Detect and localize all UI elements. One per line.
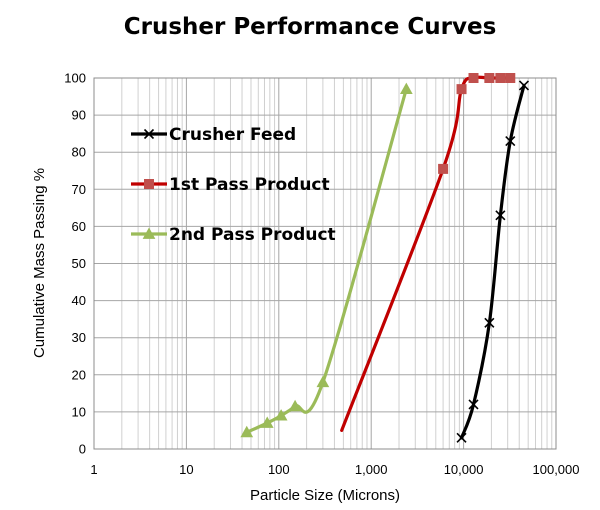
y-axis-label: Cumulative Mass Passing %: [31, 168, 48, 358]
y-tick-label: 30: [72, 330, 86, 345]
data-point: [484, 73, 495, 83]
data-point: [468, 399, 479, 410]
data-point: [438, 163, 449, 174]
legend-item: Crusher Feed: [131, 125, 296, 145]
data-point: [495, 210, 506, 221]
y-axis: 0 10 20 30 40 50 60 70 80 90 100: [64, 71, 86, 457]
series-line: [459, 83, 526, 440]
data-point: [240, 425, 254, 438]
legend-marker: [142, 227, 156, 239]
legend-label: 1st Pass Product: [169, 175, 330, 195]
y-tick-label: 40: [72, 293, 86, 308]
legend-item: 2nd Pass Product: [131, 225, 336, 245]
legend-item: 1st Pass Product: [131, 175, 330, 195]
x-axis: 1 10 100 1,000 10,000 100,000: [90, 462, 579, 477]
x-tick-label: 10: [179, 462, 193, 477]
data-point: [484, 317, 495, 328]
data-point: [288, 399, 302, 412]
x-tick-label: 10,000: [444, 462, 484, 477]
data-point: [316, 375, 330, 388]
y-tick-label: 20: [72, 367, 86, 382]
data-point: [456, 432, 467, 443]
data-point: [399, 82, 413, 95]
y-tick-label: 70: [72, 182, 86, 197]
y-tick-label: 10: [72, 404, 86, 419]
series-group: [240, 73, 530, 443]
data-point: [505, 73, 516, 83]
grid: [94, 78, 556, 449]
y-tick-label: 60: [72, 219, 86, 234]
data-point: [260, 416, 274, 428]
x-axis-label: Particle Size (Microns): [250, 487, 400, 504]
chart-title: Crusher Performance Curves: [124, 14, 497, 40]
series-2: [240, 82, 413, 438]
series-1: [340, 73, 516, 432]
x-tick-label: 100: [268, 462, 290, 477]
data-point: [456, 84, 467, 95]
y-tick-label: 100: [64, 71, 86, 86]
legend-marker: [143, 128, 155, 140]
x-tick-label: 1,000: [355, 462, 388, 477]
data-point: [518, 80, 530, 91]
y-tick-label: 0: [79, 442, 86, 457]
y-tick-label: 50: [72, 256, 86, 271]
x-tick-label: 100,000: [533, 462, 580, 477]
legend-label: Crusher Feed: [169, 125, 296, 145]
legend-marker: [144, 179, 154, 189]
data-point: [505, 136, 516, 147]
y-tick-label: 80: [72, 145, 86, 160]
plot-area: [93, 77, 557, 450]
data-point: [274, 409, 288, 421]
x-tick-label: 1: [90, 462, 97, 477]
legend: Crusher Feed 1st Pass Product 2nd Pass Pro…: [131, 125, 336, 245]
data-point: [468, 73, 479, 83]
data-point: [495, 73, 506, 83]
legend-label: 2nd Pass Product: [169, 225, 336, 245]
y-tick-label: 90: [72, 108, 86, 123]
series-0: [456, 80, 530, 443]
